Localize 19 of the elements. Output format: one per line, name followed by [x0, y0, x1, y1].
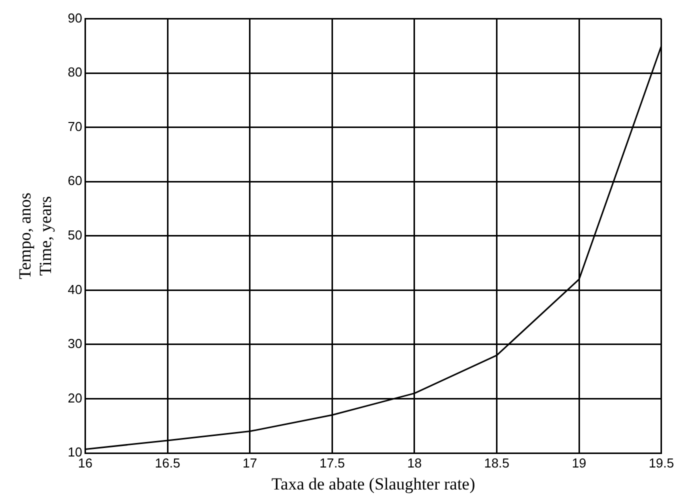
y-tick-label: 20	[68, 390, 82, 406]
x-tick-label: 17	[242, 455, 258, 470]
x-tick-label: 18	[407, 455, 422, 470]
x-tick-label: 16.5	[154, 455, 180, 470]
y-tick-label: 40	[68, 282, 82, 297]
x-tick-label: 19.5	[648, 455, 674, 470]
text: Tempo, anos	[16, 192, 35, 280]
y-tick-label: 10	[68, 444, 82, 460]
x-tick-label: 18.5	[484, 455, 510, 470]
y-tick-label: 70	[68, 118, 82, 134]
y-tick-label: 90	[68, 10, 82, 26]
y-tick-label: 50	[68, 227, 82, 242]
x-tick-label: 17.5	[320, 455, 345, 470]
y-tick-label: 80	[68, 64, 82, 80]
y-tick-label: 30	[68, 336, 82, 352]
y-tick-label: 60	[68, 173, 82, 188]
x-axis-title: Taxa de abate (Slaughter rate)	[271, 474, 476, 494]
text: Time, years	[36, 196, 56, 276]
x-tick-label: 19	[572, 455, 586, 470]
